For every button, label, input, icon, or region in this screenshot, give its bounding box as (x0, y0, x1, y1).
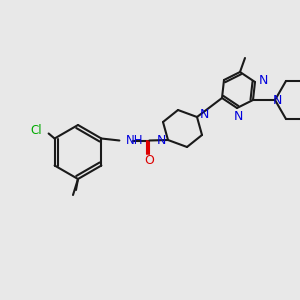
Text: N: N (272, 94, 282, 106)
Text: N: N (199, 109, 209, 122)
Text: Cl: Cl (31, 124, 42, 137)
Text: NH: NH (125, 134, 143, 147)
Text: O: O (144, 154, 154, 167)
Text: N: N (156, 134, 166, 146)
Text: N: N (233, 110, 243, 122)
Text: N: N (258, 74, 268, 88)
